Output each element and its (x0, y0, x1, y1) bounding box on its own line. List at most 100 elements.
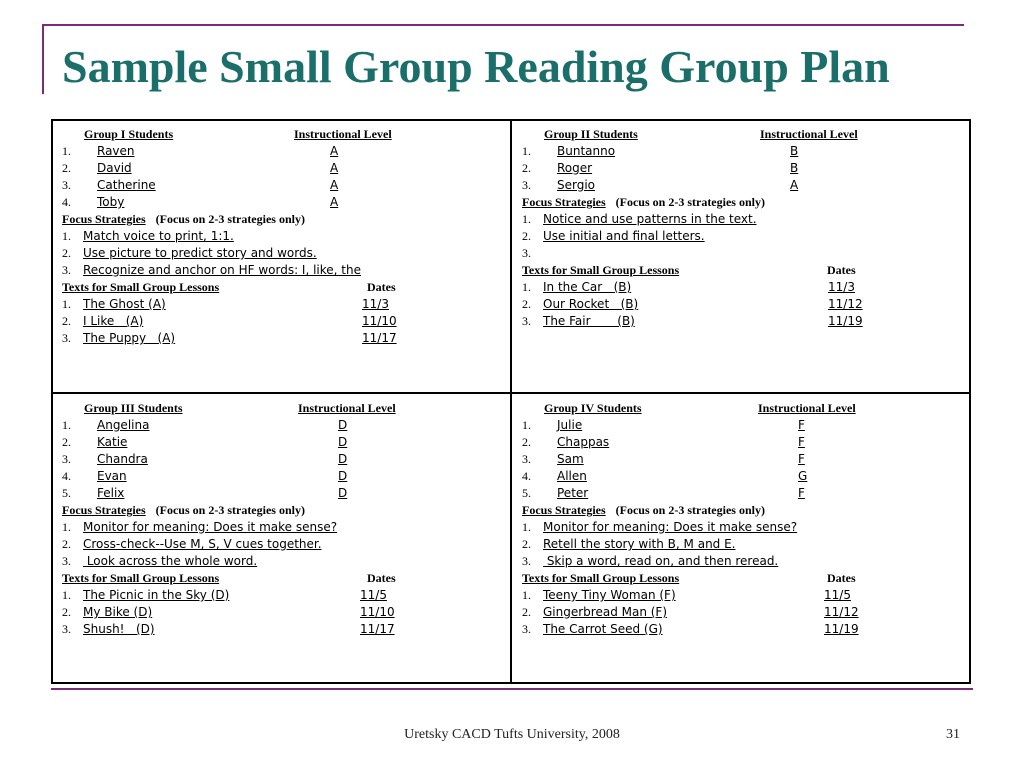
bottom-rule (51, 688, 973, 690)
student-level: D (338, 435, 348, 449)
texts-header-row: Texts for Small Group Lessons Dates (522, 262, 962, 279)
strategy-text: Skip a word, read on, and then reread. (543, 554, 779, 568)
student-name: Roger (557, 161, 593, 175)
student-row: 4. Toby A (62, 194, 502, 211)
student-number: 5. (522, 486, 531, 500)
students-header: Group IV Students (544, 401, 642, 415)
dates-header: Dates (367, 280, 396, 294)
group-header-row: Group III Students Instructional Level (62, 400, 502, 417)
top-rule (42, 24, 964, 26)
student-row: 2. Chappas F (522, 434, 962, 451)
student-number: 3. (522, 452, 531, 466)
focus-strategies-note: (Focus on 2-3 strategies only) (615, 503, 765, 517)
student-number: 2. (62, 435, 71, 449)
strategy-text: Recognize and anchor on HF words: I, lik… (83, 263, 361, 277)
focus-strategies-label: Focus Strategies (62, 503, 146, 517)
focus-strategies-header: Focus Strategies (Focus on 2-3 strategies… (62, 502, 502, 519)
group-cell-1: Group I Students Instructional Level 1. Rav… (62, 126, 502, 347)
student-name: Sergio (557, 178, 596, 192)
strategy-text: Monitor for meaning: Does it make sense? (543, 520, 798, 534)
strategy-row: 2. Use initial and final letters. (522, 228, 962, 245)
student-number: 3. (522, 178, 531, 192)
strategy-row: 1. Notice and use patterns in the text. (522, 211, 962, 228)
strategy-number: 2. (62, 246, 71, 260)
text-date: 11/17 (362, 331, 397, 345)
student-row: 1. Raven A (62, 143, 502, 160)
focus-strategies-label: Focus Strategies (522, 503, 606, 517)
level-header: Instructional Level (758, 401, 856, 415)
student-level: A (330, 178, 339, 192)
student-number: 4. (62, 195, 71, 209)
left-rule (42, 24, 44, 94)
student-row: 4. Allen G (522, 468, 962, 485)
text-title: The Ghost (A) (83, 297, 166, 311)
student-row: 3. Sergio A (522, 177, 962, 194)
dates-header: Dates (827, 571, 856, 585)
text-row: 1. Teeny Tiny Woman (F) 11/5 (522, 587, 962, 604)
texts-header: Texts for Small Group Lessons (62, 571, 220, 585)
student-number: 3. (62, 178, 71, 192)
student-name: Felix (97, 486, 125, 500)
texts-header: Texts for Small Group Lessons (62, 280, 220, 294)
text-title: Our Rocket (B) (543, 297, 639, 311)
student-row: 5. Felix D (62, 485, 502, 502)
strategy-text: Use initial and final letters. (543, 229, 705, 243)
level-header: Instructional Level (298, 401, 396, 415)
student-name: Chandra (97, 452, 148, 466)
student-row: 2. Roger B (522, 160, 962, 177)
text-row: 1. The Ghost (A) 11/3 (62, 296, 502, 313)
student-row: 4. Evan D (62, 468, 502, 485)
strategy-number: 1. (522, 520, 531, 534)
focus-strategies-header: Focus Strategies (Focus on 2-3 strategies… (62, 211, 502, 228)
texts-header: Texts for Small Group Lessons (522, 263, 680, 277)
students-header: Group I Students (84, 127, 174, 141)
student-row: 1. Angelina D (62, 417, 502, 434)
strategy-text: Retell the story with B, M and E. (543, 537, 736, 551)
student-name: David (97, 161, 132, 175)
student-row: 2. David A (62, 160, 502, 177)
table-horizontal-divider (51, 392, 971, 394)
text-number: 3. (62, 622, 71, 636)
dates-header: Dates (367, 571, 396, 585)
student-number: 4. (522, 469, 531, 483)
text-row: 1. The Picnic in the Sky (D) 11/5 (62, 587, 502, 604)
strategy-row: 1. Match voice to print, 1:1. (62, 228, 502, 245)
strategy-row: 3. Skip a word, read on, and then reread… (522, 553, 962, 570)
strategy-number: 1. (62, 229, 71, 243)
student-row: 2. Katie D (62, 434, 502, 451)
strategy-row: 3. Look across the whole word. (62, 553, 502, 570)
student-number: 3. (62, 452, 71, 466)
student-number: 1. (522, 144, 531, 158)
text-date: 11/17 (360, 622, 395, 636)
text-date: 11/19 (824, 622, 859, 636)
student-name: Buntanno (557, 144, 616, 158)
text-number: 1. (522, 280, 531, 294)
student-number: 2. (522, 161, 531, 175)
text-row: 1. In the Car (B) 11/3 (522, 279, 962, 296)
student-level: A (790, 178, 799, 192)
focus-strategies-header: Focus Strategies (Focus on 2-3 strategies… (522, 502, 962, 519)
text-title: In the Car (B) (543, 280, 632, 294)
text-number: 2. (522, 605, 531, 619)
focus-strategies-note: (Focus on 2-3 strategies only) (155, 503, 305, 517)
group-cell-2: Group II Students Instructional Level 1. Bu… (522, 126, 962, 330)
text-number: 3. (522, 314, 531, 328)
text-number: 1. (522, 588, 531, 602)
strategy-number: 2. (522, 537, 531, 551)
texts-header: Texts for Small Group Lessons (522, 571, 680, 585)
student-level: F (798, 452, 805, 466)
text-title: The Fair (B) (543, 314, 635, 328)
student-name: Evan (97, 469, 127, 483)
student-name: Chappas (557, 435, 610, 449)
text-number: 3. (62, 331, 71, 345)
strategy-number: 3. (522, 246, 531, 260)
student-row: 3. Chandra D (62, 451, 502, 468)
text-date: 11/5 (824, 588, 851, 602)
student-name: Julie (557, 418, 583, 432)
text-row: 3. The Carrot Seed (G) 11/19 (522, 621, 962, 638)
student-name: Raven (97, 144, 135, 158)
group-header-row: Group I Students Instructional Level (62, 126, 502, 143)
text-number: 1. (62, 588, 71, 602)
text-title: Gingerbread Man (F) (543, 605, 668, 619)
student-number: 1. (62, 418, 71, 432)
